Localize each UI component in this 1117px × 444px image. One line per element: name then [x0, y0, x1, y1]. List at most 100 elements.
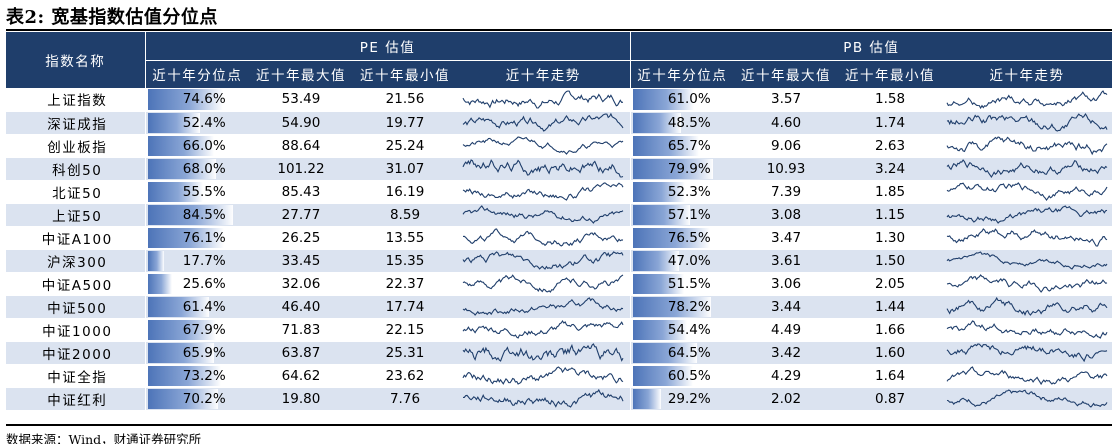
pb-percentile-cell: 52.3%: [629, 180, 735, 204]
pe-trend-sparkline: [457, 364, 631, 388]
pe-max-cell: 33.45: [249, 249, 353, 273]
pe-trend-sparkline: [457, 134, 631, 158]
pe-percentile-value: 76.1%: [182, 229, 226, 246]
trend-line-graphic: [946, 274, 1108, 293]
trend-line-graphic: [946, 182, 1108, 201]
trend-line: [463, 228, 624, 247]
pe-max-cell: 71.83: [249, 318, 353, 342]
pe-min-cell: 22.37: [353, 272, 457, 296]
trend-line-graphic: [462, 274, 624, 293]
trend-line: [946, 159, 1108, 179]
pe-max-cell: 63.87: [249, 341, 353, 365]
table-row: 上证指数 74.6% 53.49 21.56 61.0% 3.57 1.58: [6, 88, 1113, 112]
pb-percentile-bar: [632, 135, 699, 156]
table-row: 中证红利 70.2% 19.80 7.76 29.2% 2.02 0.87: [6, 387, 1113, 411]
pb-percentile-cell: 76.5%: [629, 226, 735, 250]
pe-trend-sparkline: [457, 203, 631, 227]
pe-percentile-value: 55.5%: [182, 183, 226, 200]
pe-percentile-bar: [147, 135, 214, 156]
pb-min-cell: 2.63: [838, 134, 943, 158]
title-rule: [6, 29, 1112, 31]
table-title: 表2: 宽基指数估值分位点: [6, 7, 218, 28]
pb-trend-sparkline: [942, 134, 1113, 158]
pb-percentile-bar: [632, 388, 661, 409]
index-name-cell: 中证500: [6, 295, 145, 319]
trend-line-graphic: [462, 319, 624, 339]
pe-min-cell: 21.56: [353, 88, 457, 112]
pb-min-cell: 1.50: [838, 249, 943, 273]
header-pb-trend: 近十年走势: [942, 60, 1113, 88]
pe-percentile-cell: 25.6%: [144, 272, 249, 296]
trend-line-graphic: [946, 366, 1108, 386]
pe-percentile-cell: 55.5%: [144, 180, 249, 204]
pb-min-cell: 1.58: [838, 88, 943, 112]
pe-min-cell: 16.19: [353, 180, 457, 204]
trend-line-graphic: [462, 297, 624, 316]
pe-max-cell: 64.62: [249, 364, 353, 388]
pe-trend-sparkline: [457, 341, 631, 365]
pe-max-cell: 19.80: [249, 387, 353, 411]
pe-percentile-cell: 61.4%: [144, 295, 249, 319]
pb-percentile-cell: 61.0%: [629, 88, 735, 112]
pb-trend-sparkline: [942, 88, 1113, 112]
pb-percentile-value: 48.5%: [667, 114, 711, 131]
pb-percentile-bar: [632, 273, 684, 294]
pe-percentile-cell: 74.6%: [144, 88, 249, 112]
pb-percentile-cell: 60.5%: [629, 364, 735, 388]
pb-trend-sparkline: [942, 180, 1113, 204]
pb-percentile-cell: 51.5%: [629, 272, 735, 296]
pb-min-cell: 1.85: [838, 180, 943, 204]
pe-max-cell: 26.25: [249, 226, 353, 250]
pe-percentile-cell: 76.1%: [144, 226, 249, 250]
valuation-table: 指数名称 PE 估值 PB 估值 近十年分位点 近十年最大值 近十年最小值 近十…: [6, 32, 1113, 411]
pb-max-cell: 9.06: [734, 134, 839, 158]
trend-line: [946, 205, 1108, 224]
pe-percentile-cell: 65.9%: [144, 341, 249, 365]
pe-max-cell: 27.77: [249, 203, 353, 227]
header-pe-group: PE 估值: [144, 32, 631, 61]
pb-trend-sparkline: [942, 249, 1113, 273]
table-row: 上证50 84.5% 27.77 8.59 57.1% 3.08 1.15: [6, 203, 1113, 227]
trend-line-graphic: [946, 205, 1108, 224]
pe-percentile-value: 25.6%: [182, 275, 226, 292]
pe-trend-sparkline: [457, 111, 631, 135]
pb-percentile-value: 76.5%: [667, 229, 711, 246]
trend-line-graphic: [462, 136, 624, 155]
pb-min-cell: 1.64: [838, 364, 943, 388]
trend-line: [462, 319, 624, 339]
pb-trend-sparkline: [942, 318, 1113, 342]
trend-line: [462, 159, 624, 178]
pe-min-cell: 19.77: [353, 111, 457, 135]
pb-percentile-bar: [632, 181, 685, 202]
pe-percentile-value: 74.6%: [182, 91, 226, 108]
pb-max-cell: 3.44: [734, 295, 839, 319]
index-name-cell: 上证指数: [6, 88, 145, 112]
pe-percentile-cell: 84.5%: [144, 203, 249, 227]
pb-percentile-cell: 64.5%: [629, 341, 735, 365]
trend-line-graphic: [462, 205, 624, 224]
pb-percentile-cell: 79.9%: [629, 157, 735, 181]
pb-percentile-value: 78.2%: [667, 298, 711, 315]
header-pe-percentile: 近十年分位点: [144, 60, 249, 88]
source-note: 数据来源：Wind，财通证券研究所: [6, 424, 1112, 444]
pb-max-cell: 3.61: [734, 249, 839, 273]
pb-max-cell: 3.47: [734, 226, 839, 250]
trend-line: [946, 343, 1108, 363]
pe-max-cell: 46.40: [249, 295, 353, 319]
trend-line: [462, 112, 624, 132]
pe-percentile-bar: [147, 227, 225, 248]
pe-trend-sparkline: [457, 157, 631, 181]
trend-line: [462, 205, 624, 224]
index-name-cell: 科创50: [6, 157, 145, 181]
trend-line: [946, 274, 1108, 293]
pb-percentile-cell: 78.2%: [629, 295, 735, 319]
trend-line-graphic: [946, 389, 1108, 408]
pe-percentile-bar: [147, 204, 233, 225]
header-pb-max: 近十年最大值: [734, 60, 839, 88]
pe-percentile-bar: [147, 273, 172, 294]
trend-line: [462, 136, 624, 155]
pe-min-cell: 23.62: [353, 364, 457, 388]
pb-percentile-bar: [632, 319, 687, 340]
trend-line: [946, 251, 1108, 270]
pb-percentile-bar: [632, 158, 714, 179]
